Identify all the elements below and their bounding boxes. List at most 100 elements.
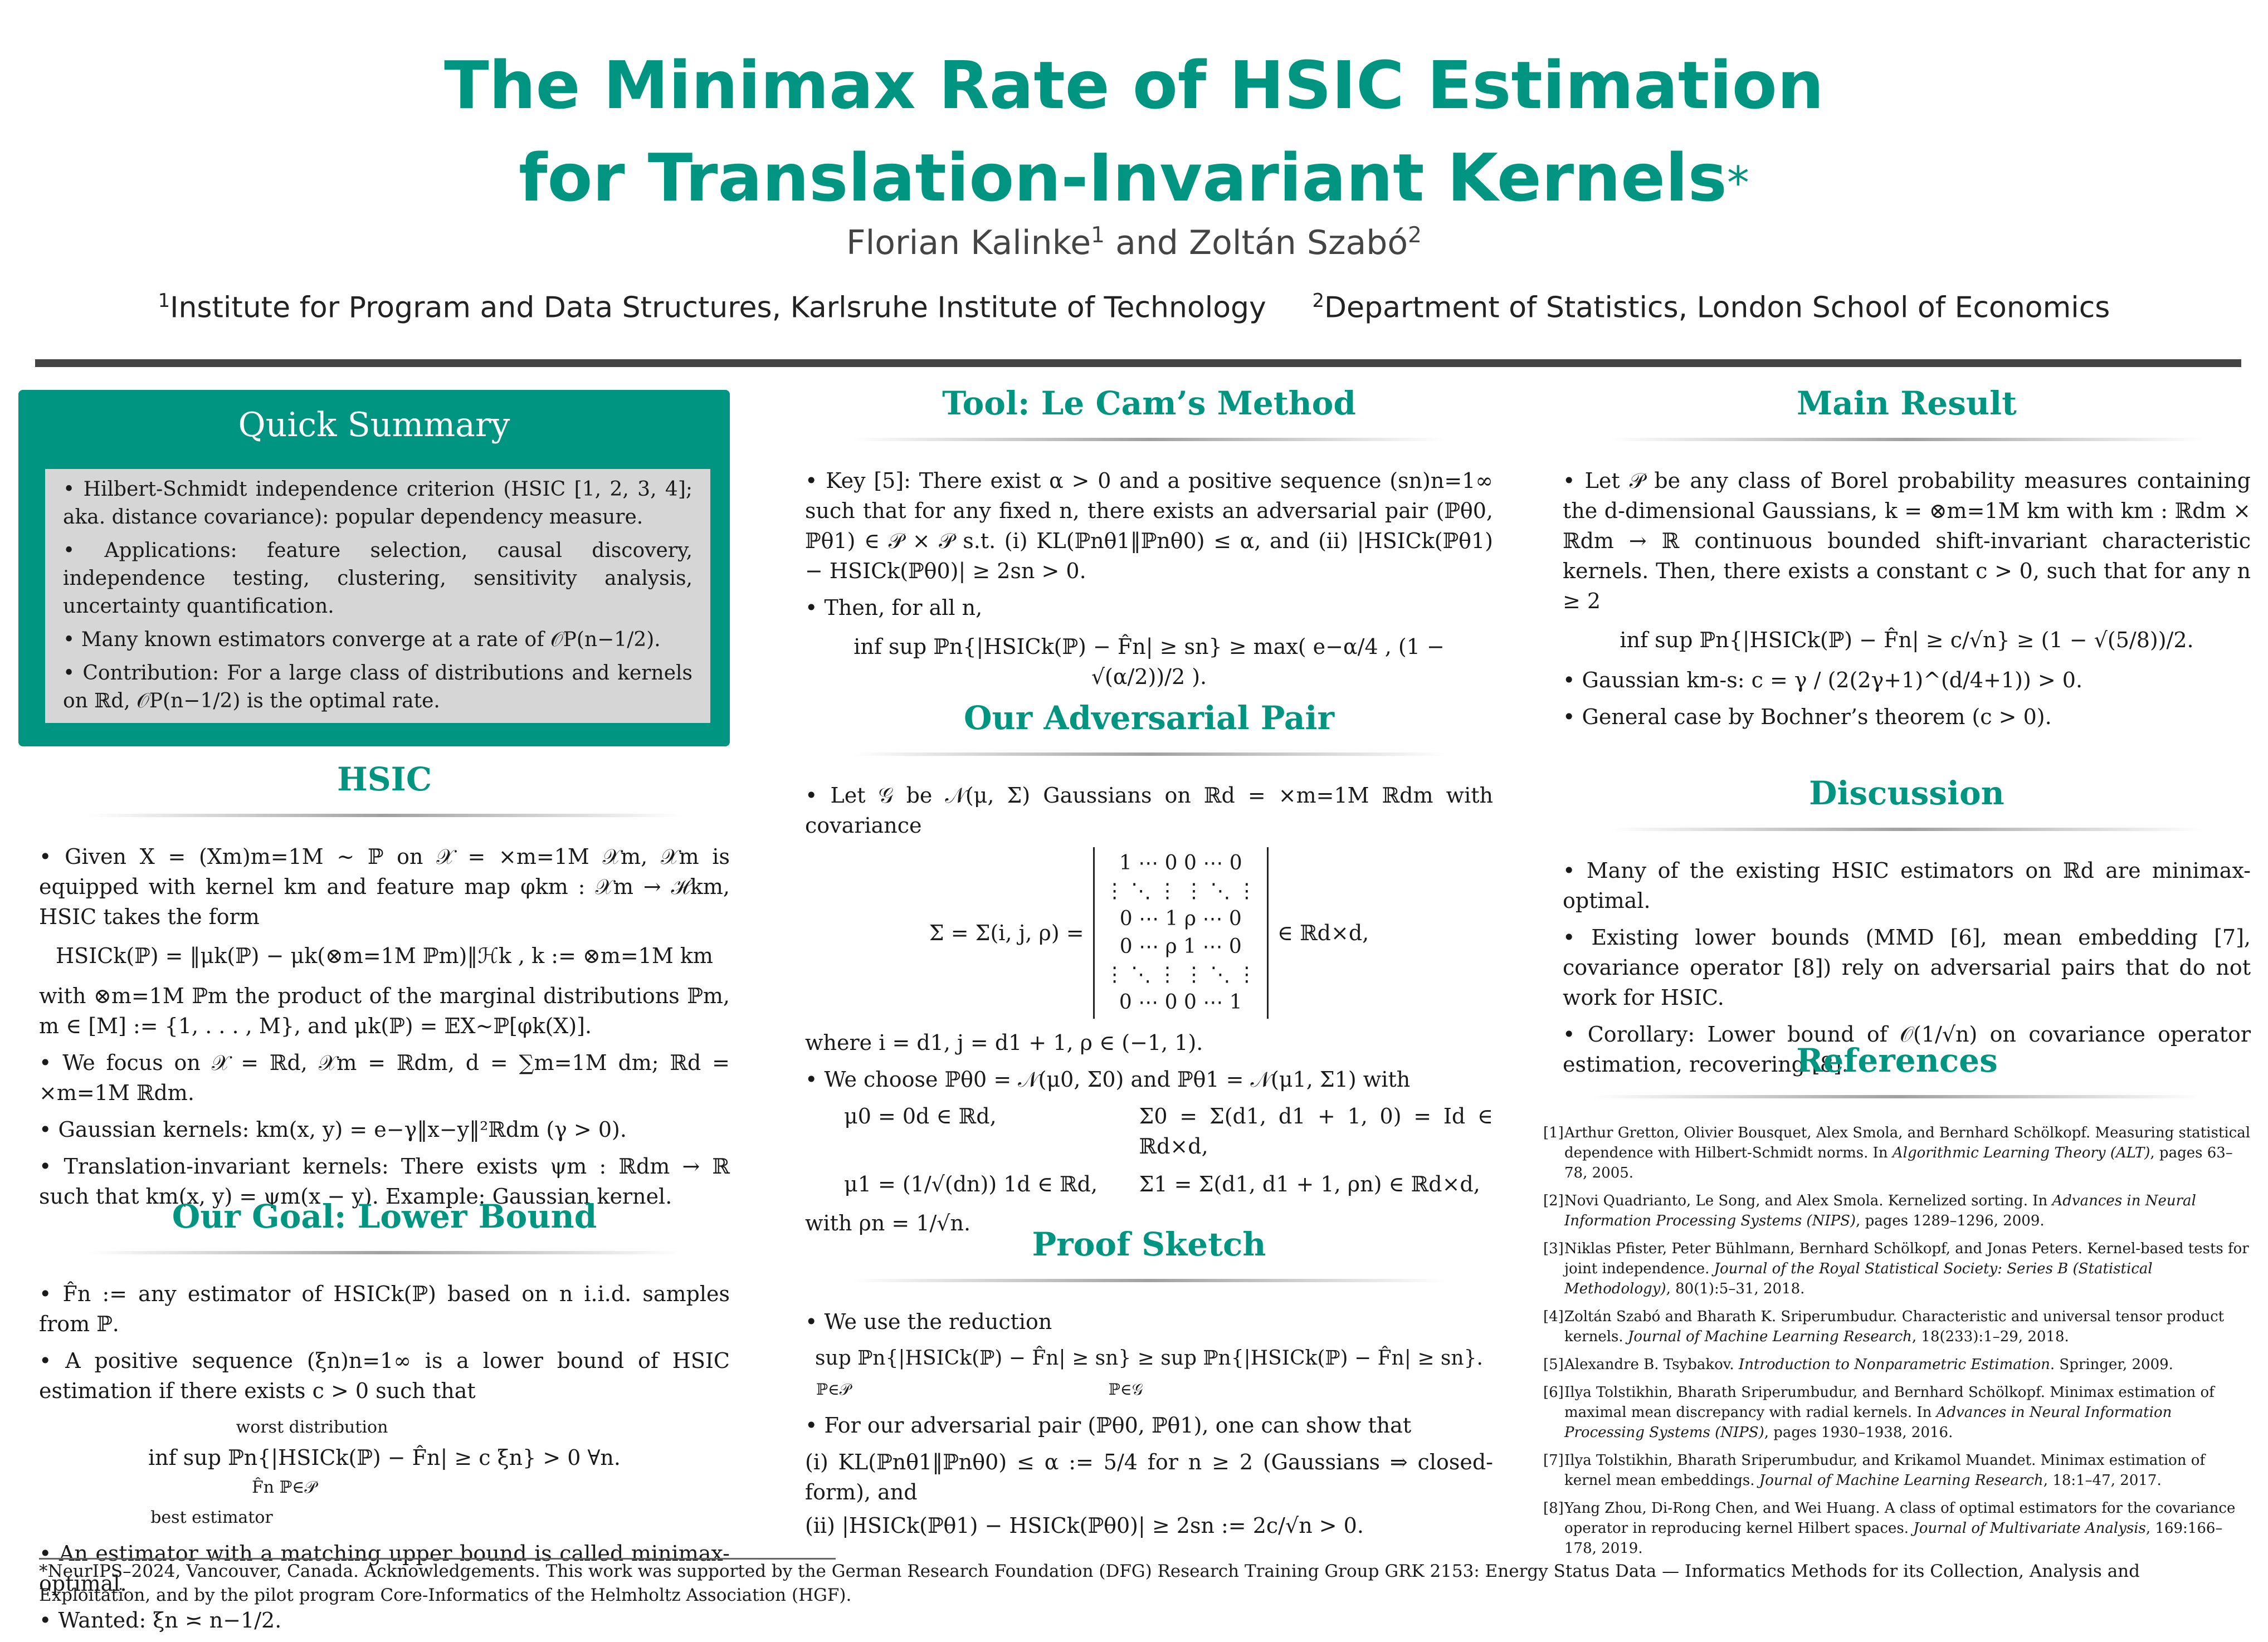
qs-bullet-3: Many known estimators converge at a rate…	[63, 626, 692, 654]
reference-number: [4]	[1543, 1308, 1564, 1325]
reference-venue: Journal of the Royal Statistical Society…	[1564, 1260, 2153, 1297]
reference-details: , 169:166–178, 2019.	[1564, 1520, 2223, 1557]
reference-authors-title: Arthur Gretton, Olivier Bousquet, Alex S…	[1564, 1125, 2251, 1161]
main-bullet-3: General case by Bochner’s theorem (c > 0…	[1563, 702, 2251, 732]
reference-details: , 18:1–47, 2017.	[2043, 1472, 2162, 1489]
main-rule	[1611, 438, 2203, 441]
reference-venue: Journal of Multivariate Analysis	[1913, 1520, 2146, 1537]
goal-rule	[87, 1251, 682, 1254]
proof-bullet-2: For our adversarial pair (ℙθ0, ℙθ1), one…	[805, 1410, 1493, 1440]
affil-1: Institute for Program and Data Structure…	[170, 291, 1266, 325]
reference-number: [8]	[1543, 1500, 1564, 1517]
proof-item-i: (i) KL(ℙnθ1‖ℙnθ0) ≤ α := 5/4 for n ≥ 2 (…	[805, 1450, 1493, 1504]
footnote: *NeurIPS–2024, Vancouver, Canada. Acknow…	[39, 1561, 2140, 1605]
reference-details: , pages 63–78, 2005.	[1564, 1145, 2233, 1181]
tool-title: Tool: Le Cam’s Method	[942, 384, 1356, 422]
reference-text: Niklas Pfister, Peter Bühlmann, Bernhard…	[1564, 1239, 2251, 1299]
reference-details: . Springer, 2009.	[2050, 1356, 2173, 1373]
reference-authors-title: Zoltán Szabó and Bharath K. Sriperumbudu…	[1564, 1308, 2225, 1345]
goal-eq-subscripts: F̂n ℙ∈𝒫	[251, 1478, 317, 1497]
reference-text: Novi Quadrianto, Le Song, and Alex Smola…	[1564, 1191, 2251, 1231]
header-divider	[35, 359, 2241, 367]
sigma1-equation: Σ1 = Σ(d1, d1 + 1, ρn) ∈ ℝd×d,	[1139, 1172, 1480, 1196]
goal-bullet-1: F̂n := any estimator of HSICk(ℙ) based o…	[39, 1279, 730, 1339]
pair-title: Our Adversarial Pair	[963, 699, 1335, 737]
qs-bullet-4: Contribution: For a large class of distr…	[63, 659, 692, 715]
matrix-row: 0 ⋯ ρ 1 ⋯ 0	[1119, 935, 1242, 958]
section-tool: Tool: Le Cam’s Method Key [5]: There exi…	[805, 384, 1493, 702]
goal-eq-annotation-bottom: best estimator	[150, 1508, 273, 1527]
hsic-rule	[87, 814, 682, 817]
discussion-bullet-1: Many of the existing HSIC estimators on …	[1563, 856, 2251, 916]
affil-2-mark: 2	[1312, 290, 1325, 311]
section-proof: Proof Sketch We use the reduction sup ℙn…	[805, 1225, 1493, 1547]
matrix-row: 0 ⋯ 1 ρ ⋯ 0	[1119, 907, 1242, 930]
title-line-1: The Minimax Rate of HSIC Estimation	[444, 47, 1824, 124]
references-rule	[1592, 1095, 2202, 1098]
reference-text: Ilya Tolstikhin, Bharath Sriperumbudur, …	[1564, 1382, 2251, 1443]
author-2: Zoltán Szabó	[1189, 223, 1408, 262]
section-discussion: Discussion Many of the existing HSIC est…	[1563, 774, 2251, 1086]
reference-authors-title: Alexandre B. Tsybakov.	[1564, 1356, 1739, 1373]
pair-where: where i = d1, j = d1 + 1, ρ ∈ (−1, 1).	[805, 1030, 1203, 1055]
proof-eq-subscripts: ℙ∈𝒫 ℙ∈𝒢	[816, 1380, 1143, 1399]
matrix-row: ⋮ ⋱ ⋮ ⋮ ⋱ ⋮	[1104, 879, 1257, 902]
pair-with: with ρn = 1/√n.	[805, 1211, 971, 1235]
covariance-lhs: Σ = Σ(i, j, ρ) =	[929, 921, 1084, 945]
hsic-equation: HSICk(ℙ) = ‖μk(ℙ) − μk(⊗m=1M ℙm)‖ℋk , k …	[56, 944, 713, 968]
reference-venue: Introduction to Nonparametric Estimation	[1738, 1356, 2050, 1373]
reference-venue: Journal of Machine Learning Research	[1759, 1472, 2043, 1489]
qs-bullet-2: Applications: feature selection, causal …	[63, 537, 692, 620]
reference-text: Ilya Tolstikhin, Bharath Sriperumbudur, …	[1564, 1450, 2251, 1490]
tool-equation: inf sup ℙn{|HSICk(ℙ) − F̂n| ≥ sn} ≥ max(…	[853, 634, 1445, 689]
covariance-rhs: ∈ ℝd×d,	[1277, 921, 1369, 945]
reference-number: [1]	[1543, 1125, 1564, 1141]
reference-authors-title: Ilya Tolstikhin, Bharath Sriperumbudur, …	[1564, 1384, 2215, 1421]
main-title: Main Result	[1797, 384, 2017, 422]
reference-number: [3]	[1543, 1240, 1564, 1257]
reference-item: [4] Zoltán Szabó and Bharath K. Sriperumb…	[1543, 1307, 2251, 1347]
reference-number: [2]	[1543, 1193, 1564, 1209]
author-1: Florian Kalinke	[846, 223, 1091, 262]
goal-bullet-4: Wanted: ξn ≍ n−1/2.	[39, 1605, 730, 1635]
goal-equation-block: worst distribution inf sup ℙn{|HSICk(ℙ) …	[39, 1413, 730, 1533]
reference-number: [5]	[1543, 1356, 1564, 1373]
reference-item: [7] Ilya Tolstikhin, Bharath Sriperumbudu…	[1543, 1450, 2251, 1490]
reference-details: , pages 1930–1938, 2016.	[1764, 1424, 1953, 1441]
reference-details: , pages 1289–1296, 2009.	[1856, 1213, 2045, 1229]
hsic-bullet-1: Given X = (Xm)m=1M ∼ ℙ on 𝒳 = ×m=1M 𝒳m, …	[39, 842, 730, 932]
section-main-result: Main Result Let 𝒫 be any class of Borel …	[1563, 384, 2251, 739]
quick-summary-title: Quick Summary	[238, 405, 510, 444]
mu0-equation: μ0 = 0d ∈ ℝd,	[844, 1104, 997, 1128]
reference-item: [8] Yang Zhou, Di-Rong Chen, and Wei Huan…	[1543, 1498, 2251, 1558]
quick-summary-box: Quick Summary Hilbert-Schmidt independen…	[18, 390, 730, 746]
proof-equation: sup ℙn{|HSICk(ℙ) − F̂n| ≥ sn} ≥ sup ℙn{|…	[815, 1347, 1483, 1370]
section-goal: Our Goal: Lower Bound F̂n := any estimat…	[39, 1198, 730, 1642]
section-hsic: HSIC Given X = (Xm)m=1M ∼ ℙ on 𝒳 = ×m=1M…	[39, 760, 730, 1218]
reference-authors-title: Niklas Pfister, Peter Bühlmann, Bernhard…	[1564, 1240, 2249, 1277]
hsic-bullet-3: Gaussian kernels: km(x, y) = e−γ‖x−y‖²ℝd…	[39, 1115, 730, 1145]
covariance-equation: Σ = Σ(i, j, ρ) = 1 ⋯ 0 0 ⋯ 0 ⋮ ⋱ ⋮ ⋮ ⋱ ⋮…	[805, 847, 1493, 1019]
author-and: and	[1115, 223, 1178, 262]
pair-bullet-2: We choose ℙθ0 = 𝒩(μ0, Σ0) and ℙθ1 = 𝒩(μ1…	[805, 1064, 1493, 1094]
sigma0-equation: Σ0 = Σ(d1, d1 + 1, 0) = Id ∈ ℝd×d,	[1139, 1104, 1493, 1159]
title-line-2-text: for Translation-Invariant Kernels	[519, 139, 1727, 216]
matrix-row: ⋮ ⋱ ⋮ ⋮ ⋱ ⋮	[1104, 963, 1257, 986]
reference-item: [1] Arthur Gretton, Olivier Bousquet, Ale…	[1543, 1123, 2251, 1183]
reference-text: Alexandre B. Tsybakov. Introduction to N…	[1564, 1355, 2173, 1375]
reference-venue: Advances in Neural Information Processin…	[1564, 1193, 2196, 1229]
section-adversarial-pair: Our Adversarial Pair Let 𝒢 be 𝒩(μ, Σ) Ga…	[805, 699, 1493, 1245]
pair-bullet-1: Let 𝒢 be 𝒩(μ, Σ) Gaussians on ℝd = ×m=1M…	[805, 780, 1493, 840]
reference-details: , 80(1):5–31, 2018.	[1666, 1281, 1805, 1297]
reference-venue: Algorithmic Learning Theory (ALT)	[1892, 1145, 2150, 1161]
goal-equation: inf sup ℙn{|HSICk(ℙ) − F̂n| ≥ c ξn} > 0 …	[148, 1445, 621, 1470]
reference-text: Arthur Gretton, Olivier Bousquet, Alex S…	[1564, 1123, 2251, 1183]
section-references: References [1] Arthur Gretton, Olivier Bo…	[1543, 1042, 2251, 1566]
reference-authors-title: Yang Zhou, Di-Rong Chen, and Wei Huang. …	[1564, 1500, 2236, 1537]
qs-bullet-1: Hilbert-Schmidt independence criterion (…	[63, 476, 692, 531]
discussion-bullet-2: Existing lower bounds (MMD [6], mean emb…	[1563, 922, 2251, 1013]
proof-title: Proof Sketch	[1032, 1225, 1266, 1263]
references-title: References	[1796, 1042, 1998, 1079]
title-line-2: for Translation-Invariant Kernels*	[0, 131, 2268, 224]
reference-authors-title: Ilya Tolstikhin, Bharath Sriperumbudur, …	[1564, 1452, 2206, 1489]
